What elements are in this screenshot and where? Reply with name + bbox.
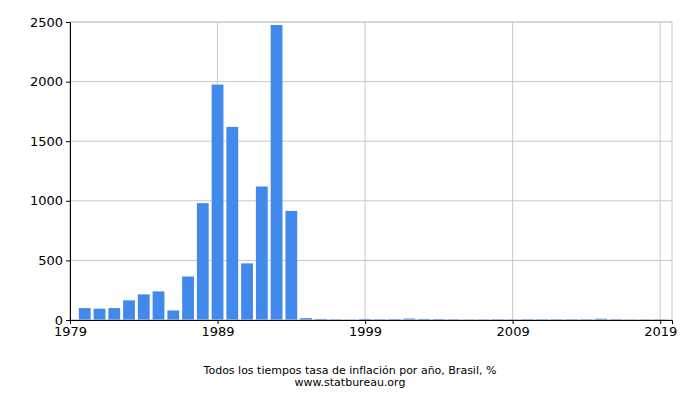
plot: 0500100015002000250019791989199920092019 [30, 15, 677, 340]
tick: 2000 [30, 74, 70, 89]
tick: 2019 [644, 320, 677, 339]
bar [138, 294, 150, 320]
tick-mark [66, 260, 70, 261]
bar [94, 309, 106, 320]
tick-mark [66, 201, 70, 202]
bar [197, 203, 209, 320]
tick-label: 1979 [54, 324, 87, 339]
tick: 1500 [30, 134, 70, 149]
tick: 2500 [30, 15, 70, 30]
tick-mark [66, 320, 70, 321]
bar [123, 300, 135, 320]
bar [182, 276, 194, 320]
bar [212, 85, 224, 320]
grid-line [70, 141, 672, 142]
grid-line [365, 22, 366, 320]
grid-line [70, 200, 672, 201]
tick-mark [66, 22, 70, 23]
subtitle: www.statbureau.org [295, 376, 406, 389]
bar [79, 308, 91, 320]
tick-label: 1999 [349, 324, 382, 339]
bars [79, 25, 666, 320]
tick-label: 1000 [30, 193, 63, 208]
bar [226, 127, 238, 320]
bar [271, 25, 283, 320]
grid-line [512, 22, 513, 320]
tick: 1999 [349, 320, 382, 339]
tick: 2009 [497, 320, 530, 339]
bar [256, 186, 268, 320]
tick-label: 500 [38, 253, 63, 268]
bar [241, 263, 253, 320]
tick-label: 1989 [202, 324, 235, 339]
grid-line [70, 81, 672, 82]
tick-label: 2500 [30, 15, 63, 30]
grid [70, 22, 672, 320]
tick-label: 1500 [30, 134, 63, 149]
tick: 500 [38, 253, 70, 268]
tick-mark [66, 141, 70, 142]
tick-label: 2019 [644, 324, 677, 339]
bar [108, 308, 120, 320]
chart: 0500100015002000250019791989199920092019… [0, 0, 700, 400]
tick: 1979 [54, 320, 87, 339]
tick: 1989 [202, 320, 235, 339]
x-axis: 1979 1989 1999 2009 2019 [54, 320, 677, 339]
grid-line [70, 260, 672, 261]
axis-line [66, 23, 71, 321]
bar [285, 211, 297, 320]
bar [167, 310, 179, 320]
y-axis: 05001000150020002500 [30, 15, 71, 328]
tick-label: 2009 [497, 324, 530, 339]
tick: 1000 [30, 193, 70, 208]
tick-label: 2000 [30, 74, 63, 89]
bar [153, 291, 165, 320]
tick-mark [66, 82, 70, 83]
grid-line [660, 22, 661, 320]
plot-frame [70, 22, 672, 320]
